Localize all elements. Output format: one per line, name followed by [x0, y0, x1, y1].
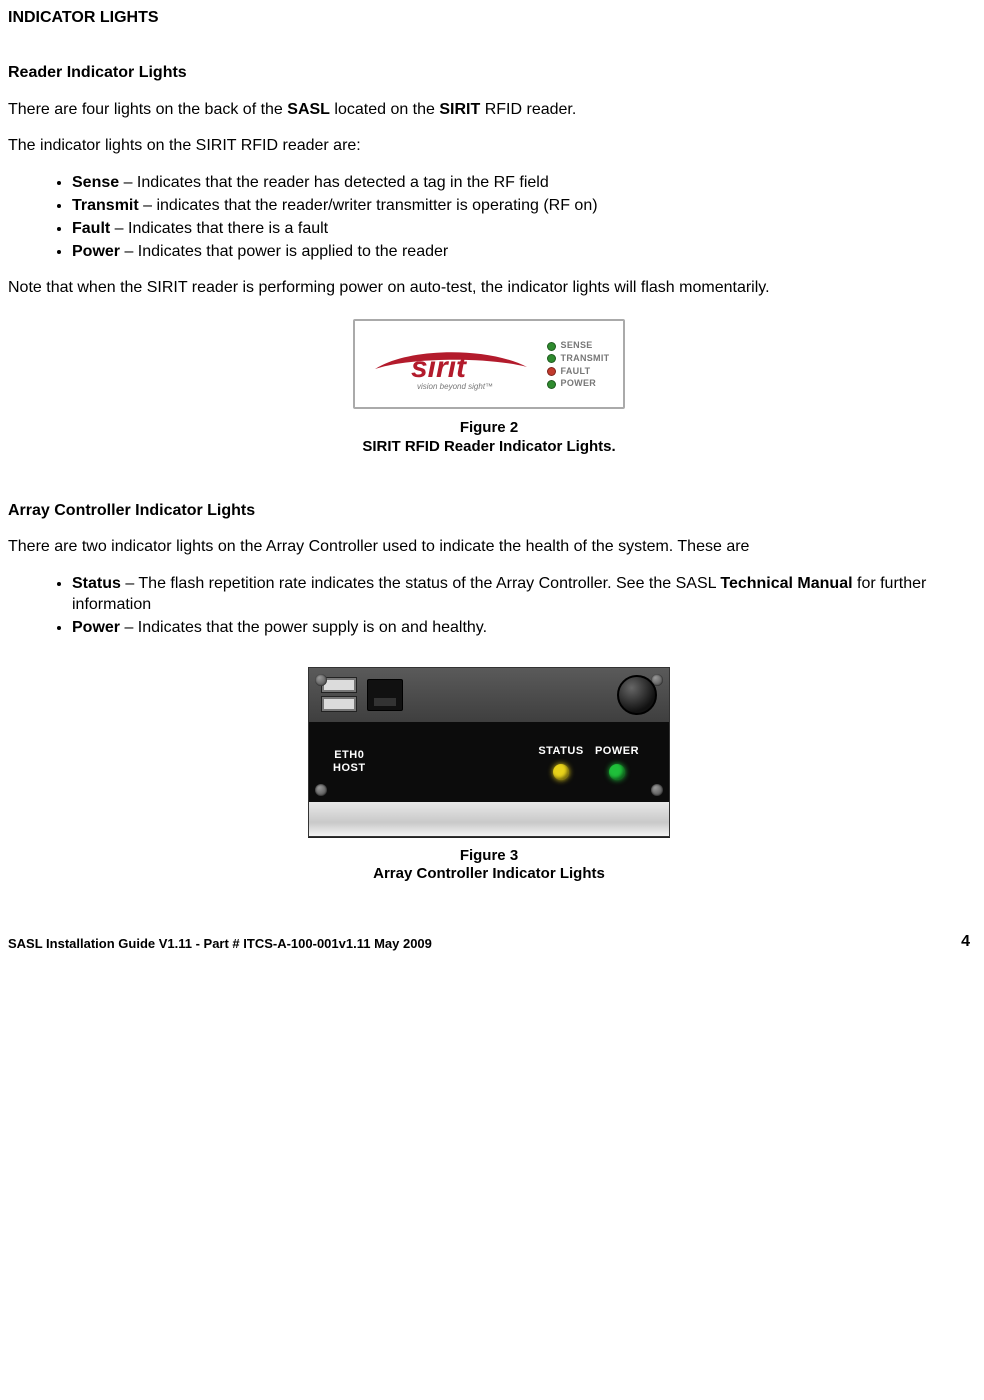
status-label: STATUS: [538, 744, 583, 758]
caption-line: SIRIT RFID Reader Indicator Lights.: [362, 438, 615, 455]
led-row-fault: FAULT: [547, 366, 610, 378]
ethernet-port-icon: [367, 679, 403, 711]
list-item: Power – Indicates that the power supply …: [72, 618, 970, 639]
led-label: SENSE: [561, 340, 593, 352]
figure-2: sirit vision beyond sight™ SENSE TRANSMI…: [8, 319, 970, 457]
list-item: Fault – Indicates that there is a fault: [72, 219, 970, 240]
caption-line: Figure 2: [460, 419, 518, 436]
led-row-transmit: TRANSMIT: [547, 353, 610, 365]
desc: – Indicates that power is applied to the…: [120, 243, 448, 260]
power-led-icon: [609, 764, 625, 780]
page-title: INDICATOR LIGHTS: [8, 8, 970, 29]
term: Power: [72, 243, 120, 260]
figure-3: ETH0 HOST STATUS POWER Figure 3 Array Co…: [8, 667, 970, 885]
desc: – Indicates that there is a fault: [110, 220, 328, 237]
figure-3-caption: Figure 3 Array Controller Indicator Ligh…: [8, 847, 970, 885]
reader-note: Note that when the SIRIT reader is perfo…: [8, 278, 970, 299]
status-led-icon: [553, 764, 569, 780]
led-dot-icon: [547, 367, 556, 376]
array-controller-base: [309, 802, 669, 836]
term: Fault: [72, 220, 110, 237]
list-item: Transmit – indicates that the reader/wri…: [72, 196, 970, 217]
list-item: Power – Indicates that power is applied …: [72, 242, 970, 263]
term: Power: [72, 619, 120, 636]
term-sasl: SASL: [287, 101, 330, 118]
power-led-group: POWER: [589, 744, 645, 780]
sirit-logo: sirit vision beyond sight™: [369, 333, 529, 397]
desc: – The flash repetition rate indicates th…: [121, 575, 720, 592]
led-dot-icon: [547, 380, 556, 389]
term: Status: [72, 575, 121, 592]
list-item: Status – The flash repetition rate indic…: [72, 574, 970, 616]
term: Sense: [72, 174, 119, 191]
desc: – Indicates that the power supply is on …: [120, 619, 487, 636]
led-label: POWER: [561, 378, 597, 390]
term-sirit: SIRIT: [439, 101, 480, 118]
page-number: 4: [961, 932, 970, 953]
page-footer: SASL Installation Guide V1.11 - Part # I…: [8, 932, 970, 953]
section-array-heading: Array Controller Indicator Lights: [8, 501, 970, 522]
sirit-led-list: SENSE TRANSMIT FAULT POWER: [547, 340, 610, 390]
sirit-reader-panel: sirit vision beyond sight™ SENSE TRANSMI…: [353, 319, 626, 409]
term-manual: Technical Manual: [720, 575, 852, 592]
text: RFID reader.: [480, 101, 576, 118]
logo-text: sirit: [411, 351, 468, 384]
led-dot-icon: [547, 354, 556, 363]
caption-line: Figure 3: [460, 847, 518, 864]
led-label: TRANSMIT: [561, 353, 610, 365]
eth-line: HOST: [333, 762, 366, 775]
list-item: Sense – Indicates that the reader has de…: [72, 173, 970, 194]
array-intro: There are two indicator lights on the Ar…: [8, 537, 970, 558]
desc: – Indicates that the reader has detected…: [119, 174, 549, 191]
array-controller-connectors: [309, 668, 669, 722]
reader-bullet-list: Sense – Indicates that the reader has de…: [8, 173, 970, 262]
caption-line: Array Controller Indicator Lights: [373, 865, 605, 882]
screw-icon: [315, 674, 327, 686]
figure-2-caption: Figure 2 SIRIT RFID Reader Indicator Lig…: [8, 419, 970, 457]
screw-icon: [651, 784, 663, 796]
logo-tagline: vision beyond sight™: [417, 382, 493, 391]
led-row-power: POWER: [547, 378, 610, 390]
led-row-sense: SENSE: [547, 340, 610, 352]
round-connector-icon: [617, 675, 657, 715]
desc: – indicates that the reader/writer trans…: [139, 197, 598, 214]
led-label: FAULT: [561, 366, 591, 378]
power-label: POWER: [595, 744, 639, 758]
led-dot-icon: [547, 342, 556, 351]
status-led-group: STATUS: [533, 744, 589, 780]
array-bullet-list: Status – The flash repetition rate indic…: [8, 574, 970, 638]
screw-icon: [315, 784, 327, 796]
eth-line: ETH0: [333, 749, 366, 762]
reader-intro-1: There are four lights on the back of the…: [8, 100, 970, 121]
array-controller-label-strip: ETH0 HOST STATUS POWER: [309, 722, 669, 802]
term: Transmit: [72, 197, 139, 214]
text: There are four lights on the back of the: [8, 101, 287, 118]
reader-intro-2: The indicator lights on the SIRIT RFID r…: [8, 136, 970, 157]
array-controller-panel: ETH0 HOST STATUS POWER: [308, 667, 670, 837]
text: located on the: [330, 101, 439, 118]
footer-text: SASL Installation Guide V1.11 - Part # I…: [8, 936, 432, 953]
section-reader-heading: Reader Indicator Lights: [8, 63, 970, 84]
eth-label: ETH0 HOST: [333, 749, 366, 774]
